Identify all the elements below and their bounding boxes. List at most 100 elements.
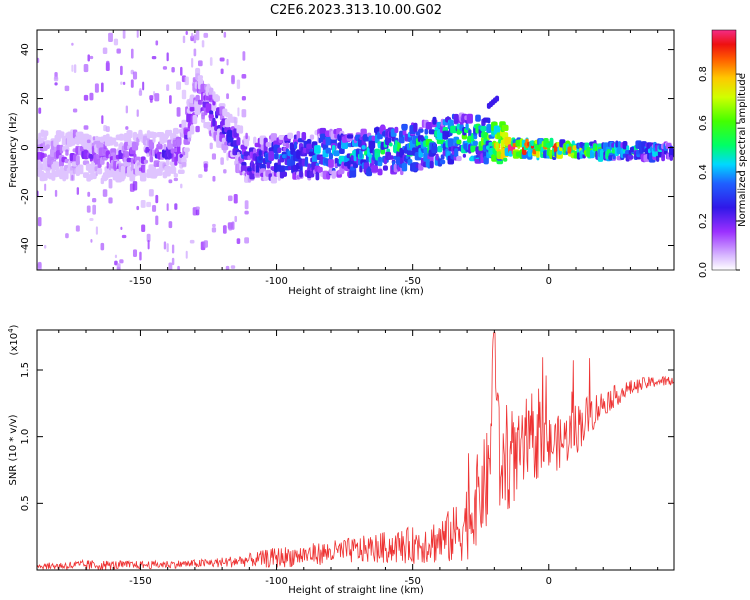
heatmap-cell bbox=[146, 171, 151, 179]
heatmap-cell bbox=[317, 166, 323, 173]
heatmap-cell bbox=[177, 265, 180, 270]
colorbar-label: Normalized spectral amplitude bbox=[737, 73, 748, 227]
heatmap-cell bbox=[139, 251, 142, 261]
heatmap-cell bbox=[440, 154, 445, 160]
heatmap-cell bbox=[73, 64, 77, 73]
heatmap-cell bbox=[102, 47, 108, 54]
heatmap-cell bbox=[456, 155, 462, 162]
heatmap-cell bbox=[62, 173, 67, 182]
y-tick-label: -40 bbox=[20, 237, 31, 253]
heatmap-cell bbox=[346, 134, 354, 139]
spectrogram-ylabel: Frequency (Hz) bbox=[8, 112, 19, 188]
heatmap-cell bbox=[90, 238, 93, 243]
heatmap-cell bbox=[177, 169, 185, 175]
heatmap-cell bbox=[185, 30, 188, 36]
heatmap-cell bbox=[180, 66, 183, 76]
heatmap-cell bbox=[471, 132, 475, 142]
heatmap-cell bbox=[148, 139, 155, 150]
heatmap-cell bbox=[201, 112, 205, 120]
heatmap-cell bbox=[203, 240, 208, 248]
heatmap-cell bbox=[114, 254, 118, 259]
heatmap-cell bbox=[181, 161, 187, 168]
heatmap-cell bbox=[136, 205, 140, 211]
heatmap-cell bbox=[168, 179, 173, 184]
heatmap-cell bbox=[147, 239, 150, 250]
snr-panel: -150 -100 -50 0 0.5 1.0 1.5 Height of straight… bbox=[7, 324, 675, 596]
heatmap-cell bbox=[132, 249, 138, 257]
heatmap-cell bbox=[176, 145, 181, 154]
heatmap-cell bbox=[166, 132, 170, 138]
heatmap-cell bbox=[43, 133, 47, 141]
heatmap-cell bbox=[331, 170, 336, 179]
heatmap-cell bbox=[113, 38, 119, 46]
y-tick-label: 1.5 bbox=[20, 362, 31, 378]
heatmap-cell bbox=[108, 178, 113, 189]
heatmap-cell bbox=[89, 55, 94, 60]
heatmap-cell bbox=[114, 260, 118, 266]
heatmap-cell bbox=[503, 157, 508, 162]
heatmap-cell bbox=[152, 205, 157, 212]
heatmap-cell bbox=[253, 136, 257, 143]
x-tick-label: -150 bbox=[129, 276, 152, 287]
heatmap-cell bbox=[220, 68, 224, 75]
heatmap-cell bbox=[244, 237, 250, 244]
heatmap-cell bbox=[87, 191, 91, 197]
heatmap-cell bbox=[132, 181, 138, 191]
heatmap-cell bbox=[328, 152, 334, 160]
heatmap-cell bbox=[190, 35, 195, 42]
heatmap-cell bbox=[108, 197, 113, 204]
colorbar-tick-label: 0.0 bbox=[698, 262, 709, 278]
heatmap-cell bbox=[176, 107, 181, 117]
heatmap-cell bbox=[139, 88, 142, 92]
heatmap-cell bbox=[132, 71, 138, 80]
heatmap-cell bbox=[92, 136, 96, 141]
heatmap-cell bbox=[83, 64, 89, 73]
figure-title: C2E6.2023.313.10.00.G02 bbox=[270, 3, 442, 18]
heatmap-cell bbox=[296, 130, 301, 141]
heatmap-cell bbox=[269, 154, 273, 161]
heatmap-cell bbox=[65, 149, 69, 156]
heatmap-cell bbox=[465, 123, 469, 130]
heatmap-cell bbox=[205, 103, 212, 113]
heatmap-cell bbox=[413, 122, 418, 133]
heatmap-cell bbox=[228, 222, 233, 231]
heatmap-cell bbox=[76, 187, 80, 195]
heatmap-cell bbox=[124, 151, 130, 158]
heatmap-cell bbox=[163, 143, 167, 151]
heatmap-cell bbox=[466, 113, 473, 124]
heatmap-cell bbox=[226, 93, 229, 100]
heatmap-cell bbox=[146, 233, 151, 242]
heatmap-cell bbox=[100, 242, 105, 251]
colorbar-tick-label: 0.6 bbox=[698, 115, 709, 131]
heatmap-cell bbox=[191, 57, 194, 68]
heatmap-cell bbox=[495, 141, 499, 152]
heatmap-cell bbox=[167, 142, 174, 150]
heatmap-cell bbox=[155, 40, 159, 46]
heatmap-cell bbox=[530, 140, 535, 147]
heatmap-cell bbox=[368, 140, 376, 149]
heatmap-cell bbox=[377, 168, 383, 176]
heatmap-cell bbox=[401, 162, 408, 172]
heatmap-cell bbox=[432, 116, 437, 125]
heatmap-cell bbox=[237, 107, 240, 117]
heatmap-cell bbox=[43, 244, 47, 249]
snr-axes: -150 -100 -50 0 0.5 1.0 1.5 bbox=[20, 329, 675, 587]
heatmap-cell bbox=[108, 32, 113, 43]
heatmap-cell bbox=[233, 117, 238, 124]
heatmap-cell bbox=[195, 206, 200, 210]
colorbar-tick-label: 0.4 bbox=[698, 164, 709, 180]
heatmap-cell bbox=[211, 153, 217, 160]
heatmap-cell bbox=[480, 125, 487, 132]
heatmap-cell bbox=[181, 158, 187, 163]
heatmap-cell bbox=[274, 153, 279, 160]
heatmap-cell bbox=[136, 137, 140, 146]
heatmap-cell bbox=[236, 238, 241, 244]
heatmap-cell bbox=[101, 82, 104, 93]
heatmap-cell bbox=[120, 81, 123, 85]
heatmap-cell bbox=[386, 136, 390, 146]
heatmap-cell bbox=[83, 94, 89, 101]
heatmap-cell bbox=[212, 117, 216, 127]
heatmap-cell bbox=[214, 94, 219, 103]
spectrogram-xlabel: Height of straight line (km) bbox=[288, 286, 424, 297]
heatmap-cell bbox=[138, 90, 143, 96]
